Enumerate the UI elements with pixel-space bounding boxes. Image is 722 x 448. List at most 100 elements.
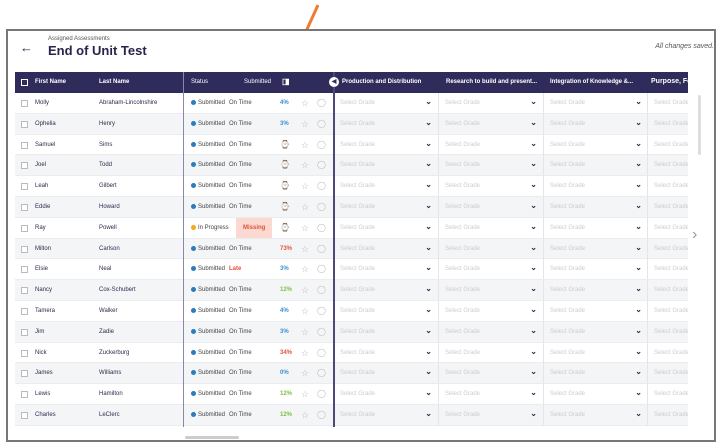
score[interactable]: 3% (280, 328, 289, 335)
grade-select[interactable]: Select Grade (647, 321, 688, 342)
grade-select[interactable]: Select Grade ⌄ (438, 134, 543, 155)
grade-select[interactable]: Select Grade ⌄ (333, 113, 438, 134)
col-last-name[interactable]: Last Name (99, 79, 130, 85)
score-toggle-icon[interactable]: ◨ (282, 77, 290, 86)
grade-select[interactable]: Select Grade (647, 301, 688, 321)
star-icon[interactable]: ☆ (301, 118, 310, 129)
grade-select[interactable]: Select Grade ⌄ (333, 321, 438, 342)
grade-select[interactable]: Select Grade (647, 217, 688, 238)
grade-select[interactable]: Select Grade (647, 363, 688, 384)
score[interactable]: 4% (280, 100, 289, 106)
row-checkbox[interactable] (21, 120, 28, 128)
grade-select[interactable]: Select Grade ⌄ (543, 238, 648, 259)
grade-select[interactable]: Select Grade ⌄ (543, 280, 648, 301)
row-checkbox[interactable] (21, 266, 28, 274)
grade-select[interactable]: Select Grade ⌄ (333, 176, 438, 197)
grade-select[interactable]: Select Grade ⌄ (438, 342, 543, 363)
star-icon[interactable]: ☆ (301, 222, 310, 233)
grade-select[interactable]: Select Grade ⌄ (438, 405, 543, 425)
comment-icon[interactable]: ◯ (317, 306, 326, 315)
row-checkbox[interactable] (21, 100, 28, 107)
comment-icon[interactable]: ◯ (317, 139, 326, 149)
row-checkbox[interactable] (21, 224, 28, 232)
grade-select[interactable]: Select Grade ⌄ (543, 384, 648, 405)
row-checkbox[interactable] (21, 204, 28, 211)
grade-select[interactable]: Select Grade ⌄ (438, 93, 543, 113)
vertical-scrollbar[interactable] (698, 95, 701, 155)
col-first-name[interactable]: First Name (35, 79, 67, 85)
grade-select[interactable]: Select Grade ⌄ (333, 238, 438, 259)
grade-select[interactable]: Select Grade ⌄ (543, 363, 648, 384)
grade-select[interactable]: Select Grade ⌄ (438, 197, 543, 217)
breadcrumb[interactable]: Assigned Assessments (48, 36, 110, 42)
grade-select[interactable]: Select Grade (647, 134, 688, 155)
row-checkbox[interactable] (21, 245, 28, 253)
star-icon[interactable]: ☆ (301, 368, 310, 379)
grade-select[interactable]: Select Grade ⌄ (333, 217, 438, 238)
score[interactable]: 34% (280, 349, 293, 356)
grade-select[interactable]: Select Grade ⌄ (333, 134, 438, 155)
collapse-left-icon[interactable]: ◀ (329, 77, 339, 87)
grade-select[interactable]: Select Grade ⌄ (438, 259, 543, 280)
row-checkbox[interactable] (21, 370, 28, 378)
star-icon[interactable]: ☆ (301, 139, 310, 150)
star-icon[interactable]: ☆ (301, 306, 310, 316)
grade-select[interactable]: Select Grade ⌄ (438, 238, 543, 259)
star-icon[interactable]: ☆ (301, 264, 310, 275)
grade-select[interactable]: Select Grade ⌄ (333, 197, 438, 217)
score[interactable]: 12% (280, 287, 293, 294)
comment-icon[interactable]: ◯ (317, 202, 326, 211)
grade-select[interactable]: Select Grade ⌄ (543, 197, 648, 217)
grade-select[interactable]: Select Grade ⌄ (333, 93, 438, 113)
grade-select[interactable]: Select Grade ⌄ (543, 217, 648, 238)
star-icon[interactable]: ☆ (301, 326, 310, 337)
grade-select[interactable]: Select Grade ⌄ (438, 321, 543, 342)
row-checkbox[interactable] (21, 183, 28, 191)
grade-select[interactable]: Select Grade (647, 259, 688, 280)
col-grade-2[interactable]: Research to build and present... (446, 79, 538, 85)
star-icon[interactable]: ☆ (301, 389, 310, 400)
score[interactable]: 3% (280, 266, 289, 273)
scroll-right-icon[interactable]: › (692, 226, 698, 243)
grade-select[interactable]: Select Grade (647, 93, 688, 113)
comment-icon[interactable]: ◯ (317, 160, 326, 170)
row-checkbox[interactable] (21, 412, 28, 419)
comment-icon[interactable]: ◯ (317, 98, 326, 107)
comment-icon[interactable]: ◯ (317, 243, 326, 253)
star-icon[interactable]: ☆ (301, 98, 310, 108)
row-checkbox[interactable] (21, 141, 28, 149)
grade-select[interactable]: Select Grade (647, 113, 688, 134)
comment-icon[interactable]: ◯ (317, 222, 326, 232)
star-icon[interactable]: ☆ (301, 243, 310, 254)
comment-icon[interactable]: ◯ (317, 181, 326, 191)
grade-select[interactable]: Select Grade ⌄ (333, 280, 438, 301)
star-icon[interactable]: ☆ (301, 181, 310, 192)
comment-icon[interactable]: ◯ (317, 389, 326, 399)
col-grade-1[interactable]: Production and Distribution (342, 79, 422, 85)
grade-select[interactable]: Select Grade ⌄ (543, 155, 648, 176)
grade-select[interactable]: Select Grade ⌄ (543, 301, 648, 321)
score[interactable]: 12% (280, 412, 293, 418)
score[interactable]: 4% (280, 308, 289, 314)
comment-icon[interactable]: ◯ (317, 326, 326, 336)
star-icon[interactable]: ☆ (301, 160, 310, 171)
grade-select[interactable]: Select Grade (647, 280, 688, 301)
grade-select[interactable]: Select Grade ⌄ (333, 405, 438, 425)
grade-select[interactable]: Select Grade ⌄ (438, 176, 543, 197)
col-submitted[interactable]: Submitted (244, 79, 272, 85)
score[interactable]: 73% (280, 245, 293, 252)
grade-select[interactable]: Select Grade (647, 342, 688, 363)
grade-select[interactable]: Select Grade (647, 197, 688, 217)
horizontal-scrollbar[interactable] (185, 436, 239, 439)
grade-select[interactable]: Select Grade ⌄ (438, 384, 543, 405)
grade-select[interactable]: Select Grade ⌄ (543, 93, 648, 113)
row-checkbox[interactable] (21, 349, 28, 357)
grade-select[interactable]: Select Grade ⌄ (333, 155, 438, 176)
grade-select[interactable]: Select Grade ⌄ (333, 301, 438, 321)
grade-select[interactable]: Select Grade ⌄ (438, 280, 543, 301)
freeze-divider[interactable] (333, 72, 335, 427)
score[interactable]: 12% (280, 391, 293, 398)
col-status[interactable]: Status (191, 79, 209, 85)
comment-icon[interactable]: ◯ (317, 347, 326, 357)
grade-select[interactable]: Select Grade ⌄ (543, 134, 648, 155)
